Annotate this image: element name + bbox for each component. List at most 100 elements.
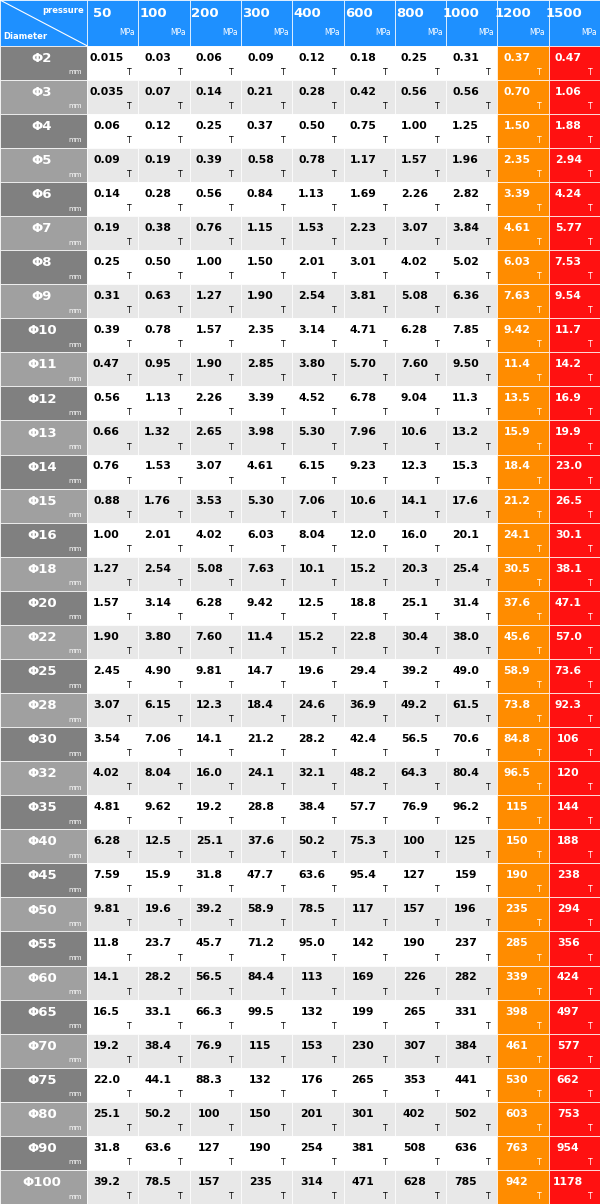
Bar [395,386,446,420]
Text: 2.26: 2.26 [196,394,223,403]
Text: 117: 117 [352,904,374,914]
Bar [497,318,549,353]
Bar [241,250,292,284]
Text: T: T [332,851,337,861]
Text: T: T [589,818,593,826]
Bar [190,830,241,863]
Text: 71.2: 71.2 [247,938,274,949]
Bar [395,420,446,455]
Text: 10.1: 10.1 [298,563,325,573]
Text: 7.53: 7.53 [554,258,581,267]
Text: mm: mm [68,649,82,655]
Text: mm: mm [68,411,82,417]
Text: 6.78: 6.78 [349,394,376,403]
Text: 1.27: 1.27 [93,563,120,573]
Bar [343,46,395,79]
Text: 800: 800 [397,7,424,20]
Text: T: T [383,102,388,111]
Bar [548,523,600,556]
Text: Φ45: Φ45 [27,869,56,883]
Bar [292,761,343,795]
Text: T: T [332,544,337,554]
Text: 150: 150 [506,837,528,846]
Text: T: T [383,885,388,895]
Text: T: T [434,170,439,179]
Text: 11.3: 11.3 [452,394,479,403]
Bar [395,625,446,659]
Text: MPa: MPa [530,29,545,37]
Text: 76.9: 76.9 [401,802,428,813]
Bar [0,0,87,46]
Bar [343,932,395,966]
Bar [190,0,241,46]
Text: 3.39: 3.39 [247,394,274,403]
Text: T: T [434,238,439,247]
Text: 15.3: 15.3 [452,461,479,472]
Bar [138,1170,190,1204]
Text: T: T [229,510,234,520]
Bar [0,1135,87,1170]
Text: 0.39: 0.39 [93,325,120,335]
Text: T: T [537,613,542,622]
Text: T: T [229,885,234,895]
Text: 157: 157 [403,904,425,914]
Bar [548,556,600,591]
Text: 603: 603 [506,1109,528,1119]
Text: Φ28: Φ28 [27,700,56,712]
Text: 9.42: 9.42 [247,597,274,608]
Text: 0.95: 0.95 [145,359,171,370]
Text: 25.4: 25.4 [452,563,479,573]
Text: T: T [434,544,439,554]
Text: T: T [589,954,593,962]
Text: 0.09: 0.09 [247,53,274,63]
Text: T: T [332,170,337,179]
Text: T: T [537,1192,542,1202]
Text: 25.1: 25.1 [196,837,223,846]
Text: T: T [589,1090,593,1099]
Text: 10.6: 10.6 [401,427,428,437]
Bar [138,830,190,863]
Bar [190,727,241,761]
Bar [292,556,343,591]
Text: 31.8: 31.8 [93,1143,120,1152]
Bar [87,1102,139,1135]
Text: 127: 127 [198,1143,220,1152]
Text: 18.4: 18.4 [503,461,530,472]
Text: 7.06: 7.06 [298,496,325,506]
Text: T: T [434,136,439,144]
Text: T: T [281,67,285,77]
Text: 28.2: 28.2 [298,734,325,744]
Text: 19.2: 19.2 [196,802,223,813]
Bar [395,148,446,182]
Text: T: T [537,954,542,962]
Text: mm: mm [68,206,82,212]
Text: 3.98: 3.98 [247,427,274,437]
Text: T: T [127,647,131,656]
Bar [548,591,600,625]
Text: 2.82: 2.82 [452,189,479,199]
Text: 15.9: 15.9 [503,427,530,437]
Bar [292,0,343,46]
Bar [241,932,292,966]
Text: T: T [178,1123,182,1133]
Bar [0,999,87,1034]
Text: T: T [332,102,337,111]
Bar [87,250,139,284]
Text: 384: 384 [454,1040,477,1051]
Text: T: T [434,749,439,759]
Text: T: T [537,170,542,179]
Text: T: T [537,987,542,997]
Bar [395,353,446,386]
Bar [497,284,549,318]
Text: T: T [383,987,388,997]
Text: 16.0: 16.0 [401,530,428,539]
Bar [87,182,139,216]
Bar [343,489,395,523]
Bar [446,420,497,455]
Bar [190,46,241,79]
Bar [446,863,497,897]
Bar [292,353,343,386]
Text: 0.31: 0.31 [93,291,120,301]
Text: 25.1: 25.1 [93,1109,120,1119]
Bar [292,148,343,182]
